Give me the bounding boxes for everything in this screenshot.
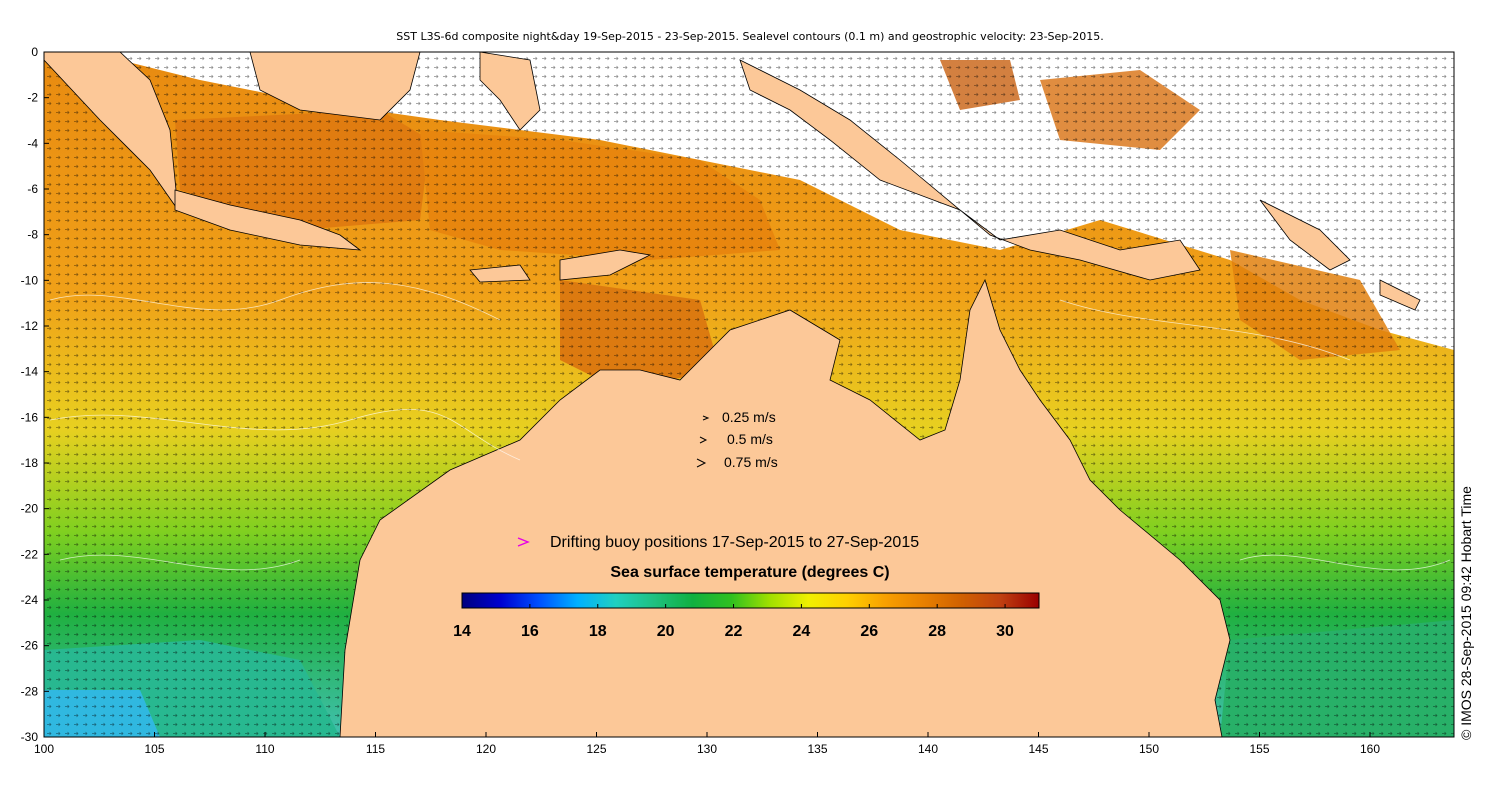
map-title: SST L3S-6d composite night&day 19-Sep-20…	[396, 30, 1104, 43]
copyright-credit: © IMOS 28-Sep-2015 09:42 Hobart Time	[1458, 486, 1474, 740]
velocity-arrow-025	[702, 415, 710, 421]
velocity-arrow-075	[696, 458, 707, 468]
colorbar-tick-label: 24	[793, 623, 811, 640]
y-tick-label: -14	[21, 365, 39, 379]
y-tick-label: -28	[21, 684, 39, 698]
x-tick-label: 125	[586, 742, 606, 756]
plot-frame	[43, 51, 1455, 738]
map-plot-area	[44, 52, 1454, 737]
y-axis: 0 -2 -4 -6 -8 -10 -12 -14 -16 -18 -20 -22 -24 -26 -28 -…	[21, 45, 49, 744]
y-tick-label: -10	[21, 273, 39, 287]
colorbar-tick-label: 30	[996, 623, 1014, 640]
buoy-legend-label: Drifting buoy positions 17-Sep-2015 to 2…	[550, 534, 919, 551]
colorbar-tick-label: 20	[657, 623, 675, 640]
x-tick-label: 160	[1360, 742, 1380, 756]
y-tick-label: -12	[21, 319, 39, 333]
sealevel-contours	[49, 282, 1451, 571]
y-tick-label: -26	[21, 639, 39, 653]
x-tick-label: 110	[255, 742, 274, 756]
colorbar-tick-label: 14	[453, 623, 471, 640]
x-tick-label: 150	[1139, 742, 1159, 756]
y-tick-label: -24	[21, 593, 39, 607]
velocity-label-05: 0.5 m/s	[727, 431, 773, 447]
colorbar-bar	[461, 592, 1040, 609]
y-tick-label: -2	[27, 91, 38, 105]
x-tick-label: 130	[697, 742, 717, 756]
colorbar-tick-label: 22	[725, 623, 743, 640]
x-tick-label: 145	[1028, 742, 1048, 756]
y-tick-label: -22	[21, 547, 39, 561]
y-tick-label: -4	[27, 136, 38, 150]
x-axis: 100 105 110 115 120 125 130 135 140 145 150 155 160	[34, 732, 1380, 756]
x-tick-label: 100	[34, 742, 54, 756]
x-tick-label: 135	[807, 742, 827, 756]
colorbar-tick-label: 16	[521, 623, 539, 640]
y-tick-label: 0	[31, 45, 38, 59]
y-tick-label: -20	[21, 502, 39, 516]
velocity-label-075: 0.75 m/s	[724, 454, 778, 470]
buoy-legend: Drifting buoy positions 17-Sep-2015 to 2…	[517, 534, 919, 551]
colorbar: Sea surface temperature (degrees C) 14 16…	[453, 564, 1040, 640]
velocity-arrow-05	[699, 436, 708, 444]
colorbar-tick-label: 28	[928, 623, 946, 640]
colorbar-tick-label: 18	[589, 623, 607, 640]
x-tick-label: 140	[918, 742, 938, 756]
colorbar-ticks: 14 16 18 20 22 24 26 28 30	[453, 604, 1014, 640]
y-tick-label: -16	[21, 410, 39, 424]
x-tick-label: 155	[1249, 742, 1269, 756]
x-tick-label: 120	[476, 742, 496, 756]
colorbar-title: Sea surface temperature (degrees C)	[610, 564, 889, 581]
velocity-label-025: 0.25 m/s	[722, 409, 776, 425]
land	[44, 52, 1421, 737]
y-tick-label: -8	[27, 228, 38, 242]
x-tick-label: 115	[366, 742, 385, 756]
x-tick-label: 105	[144, 742, 164, 756]
colorbar-tick-label: 26	[860, 623, 878, 640]
y-tick-label: -18	[21, 456, 39, 470]
y-tick-label: -6	[27, 182, 38, 196]
y-tick-label: -30	[21, 730, 39, 744]
buoy-marker-icon	[517, 537, 530, 547]
velocity-legend: 0.25 m/s 0.5 m/s 0.75 m/s	[696, 409, 778, 470]
